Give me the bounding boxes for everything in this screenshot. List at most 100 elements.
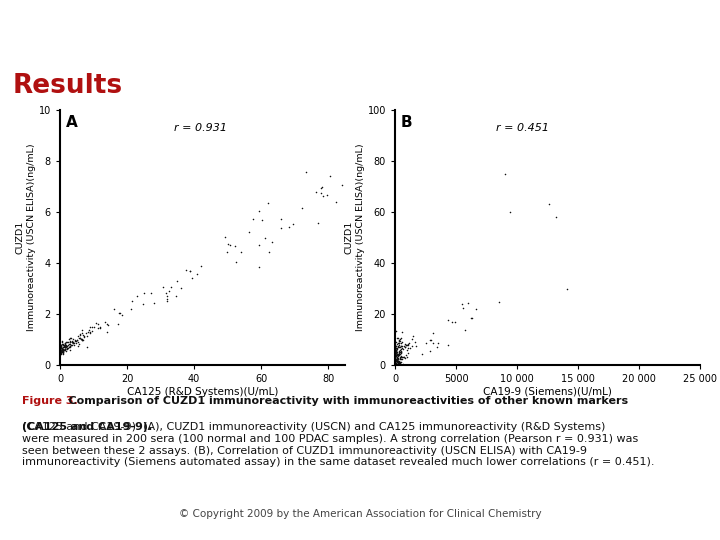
Point	[235, 248, 246, 256]
Point	[390, 354, 402, 363]
Point	[71, 339, 82, 347]
Point	[55, 344, 67, 353]
Point	[78, 333, 89, 342]
Point	[405, 343, 416, 352]
Point	[60, 341, 71, 349]
Point	[171, 276, 183, 285]
Point	[76, 326, 88, 335]
Point	[253, 263, 264, 272]
Point	[395, 352, 406, 361]
Point	[256, 216, 267, 225]
Point	[390, 351, 402, 360]
Point	[55, 344, 67, 353]
Point	[56, 345, 68, 354]
Point	[394, 350, 405, 359]
Point	[395, 347, 407, 355]
Point	[57, 347, 68, 356]
Point	[55, 346, 67, 355]
Point	[466, 314, 477, 322]
Point	[59, 341, 71, 350]
Point	[66, 337, 78, 346]
Y-axis label: CUZD1
Immunoreactivity (USCN ELISA)(ng/mL): CUZD1 Immunoreactivity (USCN ELISA)(ng/m…	[345, 144, 365, 332]
Point	[315, 184, 327, 193]
Point	[399, 361, 410, 369]
Point	[392, 357, 404, 366]
Text: Figure 3.: Figure 3.	[22, 396, 78, 406]
Point	[395, 348, 407, 357]
Point	[62, 345, 73, 353]
Point	[550, 213, 562, 221]
Point	[392, 358, 404, 367]
Point	[397, 343, 408, 352]
Point	[427, 339, 438, 348]
Point	[462, 299, 474, 307]
Point	[58, 341, 70, 349]
Point	[59, 339, 71, 348]
Point	[312, 218, 324, 227]
Point	[58, 341, 69, 349]
Point	[68, 339, 79, 348]
Point	[390, 327, 401, 335]
Point	[102, 328, 113, 336]
Point	[390, 350, 402, 359]
Text: (CA125 and CA19-9). (A), CUZD1 immunoreactivity (USCN) and CA125 immunoreactivit: (CA125 and CA19-9). (A), CUZD1 immunorea…	[22, 422, 654, 467]
Point	[392, 351, 403, 360]
Point	[101, 320, 112, 329]
Point	[72, 341, 84, 350]
Point	[64, 342, 76, 350]
Point	[131, 292, 143, 300]
Point	[86, 327, 98, 335]
Point	[73, 334, 85, 342]
Point	[71, 336, 82, 345]
Point	[56, 338, 68, 347]
Point	[275, 223, 287, 232]
Point	[393, 349, 405, 358]
Point	[57, 342, 68, 351]
Point	[396, 327, 408, 336]
Point	[243, 228, 255, 237]
Text: B: B	[401, 115, 413, 130]
Point	[394, 359, 405, 367]
Point	[395, 342, 407, 350]
Point	[62, 343, 73, 352]
Text: r = 0.451: r = 0.451	[495, 123, 549, 133]
Point	[102, 321, 114, 329]
Point	[64, 338, 76, 347]
Point	[390, 352, 402, 360]
Point	[400, 350, 411, 359]
Point	[403, 339, 415, 348]
Point	[402, 341, 413, 349]
Point	[55, 346, 67, 355]
Point	[456, 300, 468, 308]
Point	[390, 356, 402, 364]
Point	[66, 338, 78, 347]
Point	[390, 359, 402, 367]
Point	[138, 289, 150, 298]
Point	[55, 342, 67, 350]
Point	[401, 353, 413, 362]
Point	[163, 287, 175, 295]
Point	[64, 342, 76, 350]
Point	[390, 356, 402, 365]
Point	[65, 343, 76, 352]
Point	[443, 341, 454, 349]
Point	[74, 333, 86, 342]
Point	[300, 168, 312, 177]
Point	[93, 320, 104, 328]
Point	[94, 323, 106, 332]
Point	[57, 347, 68, 356]
Point	[390, 346, 402, 355]
Point	[394, 361, 405, 369]
Point	[443, 316, 454, 325]
Point	[59, 345, 71, 354]
Point	[390, 343, 402, 352]
Point	[393, 357, 405, 366]
Point	[55, 348, 67, 357]
Point	[67, 335, 78, 343]
Point	[59, 345, 71, 353]
Point	[56, 340, 68, 348]
Point	[161, 297, 173, 306]
Point	[390, 361, 402, 369]
Point	[82, 328, 94, 336]
Point	[390, 343, 402, 352]
